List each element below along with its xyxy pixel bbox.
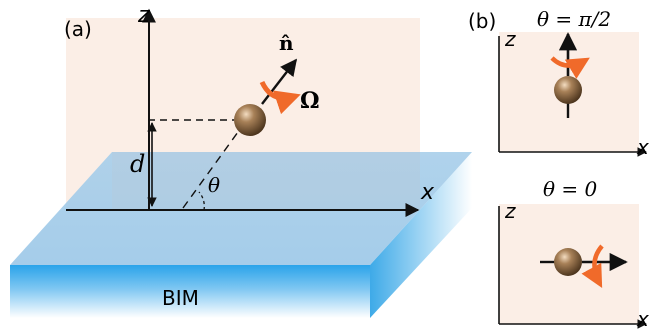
- inset-parallel: z x θ = 0: [498, 177, 649, 331]
- panel-a: z x d θ n̂ Ω (a) BIM: [10, 3, 472, 318]
- particle-axis-dashed: [182, 131, 239, 209]
- inset-top-x-label: x: [636, 135, 649, 159]
- plane-submerged: [112, 152, 420, 210]
- particle: [234, 104, 266, 136]
- inset-top-particle: [554, 76, 582, 104]
- x-axis-label: x: [420, 180, 435, 205]
- z-axis-label: z: [137, 3, 150, 28]
- slab-top-face: [10, 152, 472, 265]
- slab-side-face: [370, 152, 472, 318]
- panel-b: (b) z x θ = π/2 z x θ = 0: [468, 7, 649, 331]
- medium-label: BIM: [162, 286, 199, 310]
- inset-bottom-rotation-arrow: [581, 244, 604, 288]
- angle-label: θ: [208, 173, 220, 197]
- panel-a-label: (a): [64, 17, 92, 41]
- inset-top-rotation-arrow: [550, 56, 590, 79]
- normal-vector-label: n̂: [279, 31, 294, 55]
- inset-top-z-label: z: [504, 27, 516, 51]
- inset-perpendicular: z x θ = π/2: [498, 7, 649, 159]
- inset-bottom-z-label: z: [504, 199, 516, 223]
- inset-bottom-title: θ = 0: [543, 177, 598, 201]
- inset-bottom-particle: [554, 248, 582, 276]
- angle-arc: [198, 191, 205, 211]
- panel-b-label: (b): [468, 9, 496, 33]
- rotation-arrow: [259, 80, 301, 115]
- inset-top-title: θ = π/2: [537, 7, 611, 31]
- height-label: d: [130, 150, 145, 178]
- slab-front-face: [10, 265, 370, 318]
- omega-label: Ω: [300, 88, 320, 114]
- normal-vector-arrow: [261, 58, 298, 105]
- inset-bottom-x-label: x: [636, 307, 649, 331]
